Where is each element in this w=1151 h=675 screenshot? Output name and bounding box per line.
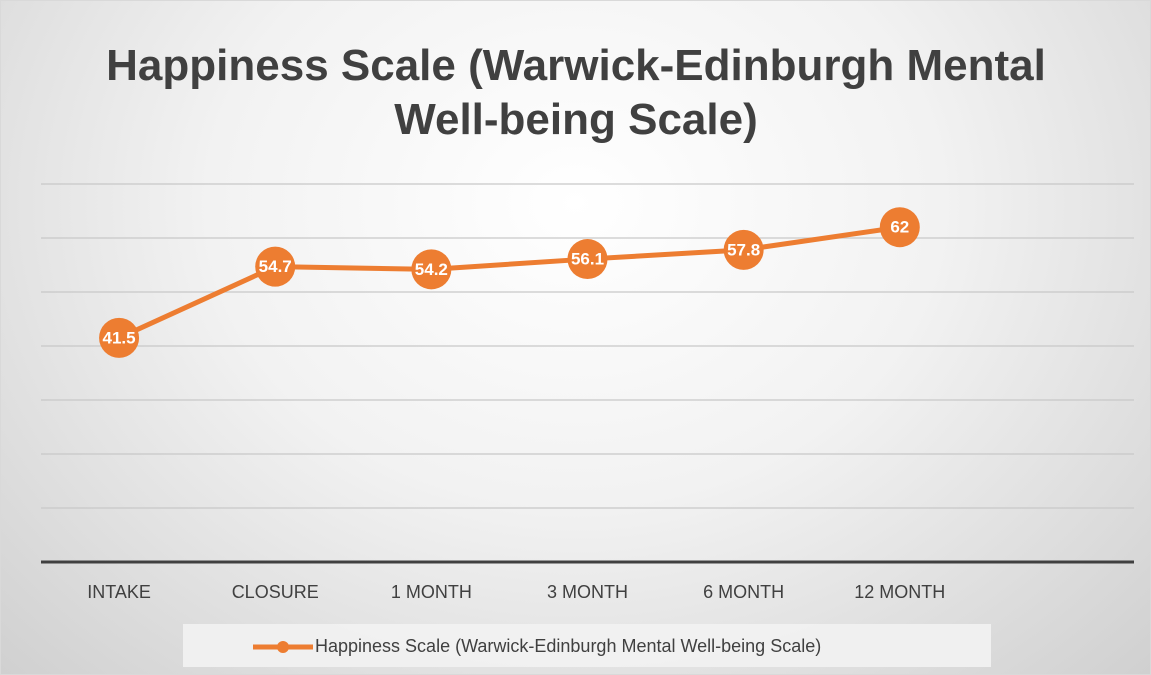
series-line (118, 224, 901, 341)
data-label: 54.2 (415, 260, 448, 279)
x-tick-label: 1 MONTH (391, 582, 472, 602)
data-label: 54.7 (259, 257, 292, 276)
marker (99, 317, 140, 358)
data-label: 41.5 (103, 328, 136, 347)
chart-title: Happiness Scale (Warwick-Edinburgh Menta… (106, 41, 1046, 144)
marker (879, 207, 920, 248)
data-label: 56.1 (571, 250, 604, 269)
marker (255, 246, 296, 287)
marker (567, 239, 608, 280)
x-tick-label: CLOSURE (232, 582, 319, 602)
x-tick-label: 6 MONTH (703, 582, 784, 602)
legend-box (183, 624, 991, 667)
data-label: 62 (890, 218, 909, 237)
legend-marker (277, 641, 289, 653)
marker (411, 249, 452, 290)
marker (723, 229, 764, 270)
x-tick-label: 12 MONTH (854, 582, 945, 602)
x-tick-label: INTAKE (87, 582, 151, 602)
data-label: 57.8 (727, 240, 760, 259)
legend-label: Happiness Scale (Warwick-Edinburgh Menta… (315, 636, 821, 656)
x-tick-label: 3 MONTH (547, 582, 628, 602)
